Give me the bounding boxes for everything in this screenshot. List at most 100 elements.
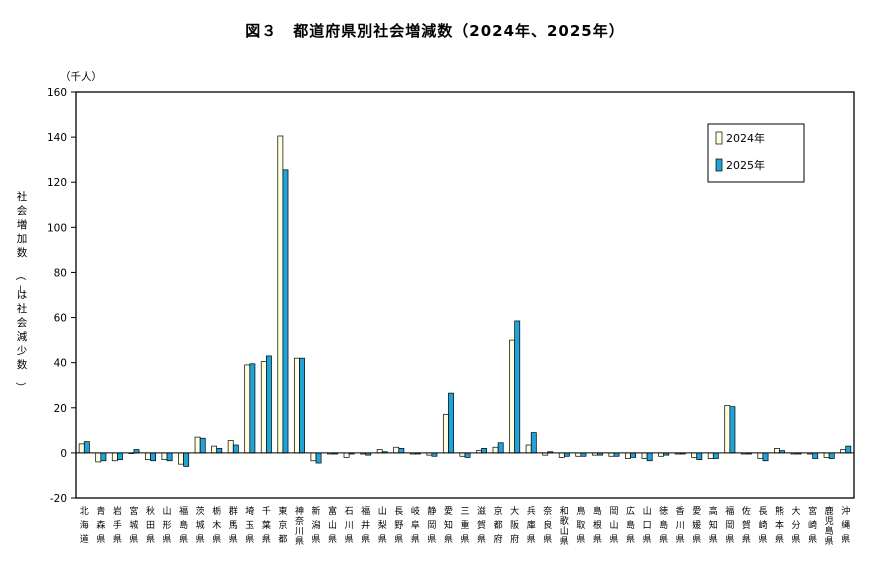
y-tick-label: 100	[47, 222, 67, 234]
legend-label: 2024年	[726, 131, 765, 145]
x-tick-label: 千葉県	[262, 506, 271, 545]
x-tick-label: 佐賀県	[742, 505, 751, 545]
x-tick-label: 群馬県	[229, 505, 238, 545]
bar-2024年-青森県	[95, 452, 102, 463]
y-tick-label: 80	[54, 267, 67, 279]
legend-label: 2025年	[726, 158, 765, 172]
bar-2025年-東京都	[282, 169, 289, 454]
x-tick-label: 鳥取県	[576, 505, 585, 545]
bar-2024年-茨城県	[194, 436, 201, 454]
y-axis: -20 0 20 40 60 80 100 120 140 160	[47, 87, 76, 505]
bar-2025年-秋田県	[150, 452, 156, 462]
x-tick-label: 栃木県	[212, 505, 221, 545]
x-tick-label: 茨城県	[196, 505, 205, 545]
bar-2025年-岡山県	[613, 452, 620, 457]
bar-2024年-福岡県	[724, 405, 731, 454]
bar-2024年-山梨県	[376, 449, 383, 454]
x-tick-label: 富山県	[328, 505, 337, 545]
bar-2024年-京都府	[492, 446, 499, 454]
bar-2024年-福島県	[178, 452, 184, 465]
bar-2024年-愛媛県	[691, 452, 698, 458]
y-axis-title: 社会増加数（－は社会減少数）	[14, 190, 28, 393]
y-tick-label: 140	[47, 132, 67, 144]
bar-2025年-岩手県	[117, 452, 123, 461]
bar-2024年-神奈川県	[293, 357, 300, 454]
x-tick-label: 静岡県	[427, 505, 436, 545]
x-tick-label: 北海道	[80, 506, 89, 545]
x-tick-label: 秋田県	[146, 505, 155, 545]
bar-2024年-徳島県	[658, 452, 664, 457]
x-tick-label: 熊本県	[775, 505, 784, 545]
bar-2025年-青森県	[100, 452, 107, 462]
bar-2025年-宮崎県	[812, 452, 819, 459]
bar-2024年-秋田県	[145, 452, 151, 461]
x-axis: 北海道青森県岩手県宮城県秋田県山形県福島県茨城県栃木県群馬県埼玉県千葉県東京都神…	[80, 505, 850, 547]
x-tick-label: 兵庫県	[527, 505, 536, 545]
bar-2025年-北海道	[83, 441, 90, 454]
x-tick-label: 香川県	[676, 506, 685, 545]
y-tick-label: 120	[47, 177, 67, 189]
bar-2025年-宮城県	[133, 449, 140, 454]
x-tick-label: 京都府	[494, 505, 503, 545]
bar-2025年-福岡県	[729, 406, 736, 454]
bar-2025年-神奈川県	[299, 357, 305, 454]
bar-2024年-千葉県	[260, 361, 267, 454]
x-tick-label: 岡山県	[609, 506, 618, 545]
x-tick-label: 島根県	[593, 505, 602, 545]
x-tick-label: 宮崎県	[808, 505, 817, 545]
bar-2025年-千葉県	[266, 355, 272, 454]
x-tick-label: 滋賀県	[477, 505, 486, 545]
bar-2025年-福島県	[183, 452, 190, 467]
legend-box	[707, 123, 805, 183]
bar-2025年-栃木県	[216, 448, 223, 454]
bar-2025年-愛知県	[448, 392, 454, 454]
x-tick-label: 長野県	[394, 506, 403, 545]
x-tick-label: 沖縄県	[841, 505, 850, 545]
bar-2024年-埼玉県	[244, 364, 251, 454]
x-tick-label: 愛媛県	[692, 505, 701, 545]
bar-2025年-三重県	[464, 452, 471, 458]
bar-2025年-群馬県	[232, 444, 239, 454]
bar-2024年-高知県	[707, 452, 714, 459]
x-tick-label: 福岡県	[725, 505, 734, 545]
x-tick-label: 山梨県	[378, 506, 387, 545]
x-tick-label: 三重県	[460, 507, 469, 545]
bar-2025年-新潟県	[315, 452, 322, 464]
y-axis-label: 社会増加数（－は社会減少数）	[14, 190, 28, 393]
x-tick-label: 長崎県	[758, 506, 767, 545]
y-tick-label: 0	[60, 448, 67, 460]
bar-2024年-石川県	[343, 452, 350, 458]
bar-2025年-山口県	[646, 452, 653, 462]
x-tick-label: 福島県	[179, 505, 188, 545]
x-tick-label: 東京都	[278, 505, 287, 545]
bar-2024年-北海道	[78, 443, 85, 454]
chart-title: 図３ 都道府県別社会増減数（2024年、2025年）	[245, 22, 625, 40]
x-tick-label: 山口県	[643, 506, 652, 545]
bar-2025年-愛媛県	[696, 452, 703, 461]
y-tick-label: 160	[47, 87, 67, 99]
bar-2024年-岡山県	[608, 452, 615, 457]
bar-2025年-広島県	[630, 452, 637, 458]
bar-2024年-栃木県	[211, 445, 218, 454]
bar-2024年-岩手県	[111, 452, 118, 462]
bar-2025年-山形県	[166, 452, 173, 462]
bar-2024年-和歌山県	[558, 452, 565, 458]
x-tick-label: 石川県	[345, 507, 354, 545]
bar-2024年-広島県	[625, 452, 631, 459]
y-tick-label: 60	[54, 313, 67, 325]
bar-2024年-沖縄県	[840, 449, 847, 454]
x-tick-label: 高知県	[709, 505, 718, 545]
y-tick-label: -20	[50, 493, 67, 505]
bar-2024年-群馬県	[227, 440, 234, 454]
bar-2025年-滋賀県	[481, 448, 488, 454]
x-tick-label: 奈良県	[543, 505, 552, 545]
bar-2024年-熊本県	[774, 448, 780, 454]
bar-2024年-長野県	[393, 446, 400, 454]
bar-2024年-三重県	[459, 452, 466, 457]
bar-2025年-兵庫県	[530, 432, 537, 454]
x-tick-label: 岩手県	[113, 505, 122, 545]
bar-2025年-沖縄県	[845, 445, 852, 454]
x-tick-label: 埼玉県	[245, 505, 254, 545]
x-tick-label: 大分県	[792, 505, 801, 545]
